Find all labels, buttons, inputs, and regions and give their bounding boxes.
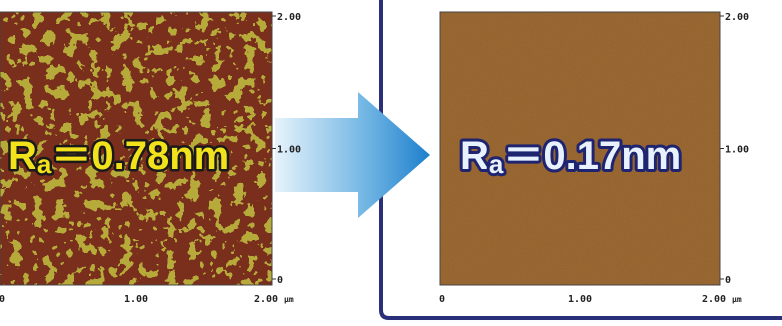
tick-label: 0	[439, 294, 445, 305]
label-main: R	[8, 134, 37, 178]
tick-label: 2.00	[277, 12, 301, 23]
tick-label: 0	[0, 294, 5, 305]
tick-label: 2.00	[725, 12, 749, 23]
figure: 2.001.00001.002.00μmRa＝0.78nm2.001.00001…	[0, 0, 782, 322]
tick-label: 1.00	[568, 294, 592, 305]
tick-label: 0	[277, 275, 283, 286]
tick-label: 1.00	[277, 145, 301, 156]
label-sub: a	[37, 149, 52, 179]
tick-label: 1.00	[124, 294, 148, 305]
label-sub: a	[489, 149, 504, 179]
tick-label: 2.00	[702, 294, 726, 305]
tick-label: 0	[725, 275, 731, 286]
label-value: ＝0.78nm	[51, 134, 229, 178]
unit-label: μm	[284, 295, 294, 304]
tick-label: 1.00	[725, 145, 749, 156]
tick-label: 2.00	[254, 294, 278, 305]
unit-label: μm	[732, 295, 742, 304]
label-value: ＝0.17nm	[503, 134, 681, 178]
label-main: R	[460, 134, 489, 178]
